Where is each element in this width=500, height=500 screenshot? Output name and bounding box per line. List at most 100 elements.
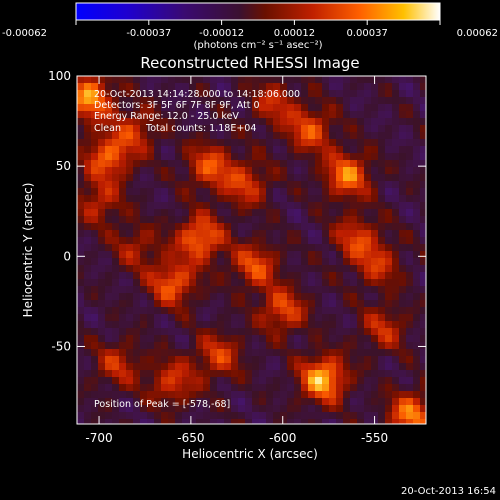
heatmap-cell [378, 216, 386, 224]
heatmap-cell [168, 83, 176, 91]
heatmap-cell [364, 314, 372, 322]
heatmap-cell [259, 363, 267, 371]
heatmap-cell [168, 160, 176, 168]
heatmap-cell [252, 272, 260, 280]
heatmap-cell [266, 321, 274, 329]
heatmap-cell [420, 188, 426, 196]
heatmap-cell [126, 97, 134, 105]
heatmap-cell [224, 118, 232, 126]
heatmap-cell [385, 265, 393, 273]
heatmap-cell [154, 370, 162, 378]
heatmap-cell [294, 398, 302, 406]
colorbar-scale [75, 2, 441, 21]
heatmap-cell [308, 195, 316, 203]
heatmap-cell [105, 419, 113, 424]
heatmap-cell [406, 160, 414, 168]
heatmap-cell [357, 139, 365, 147]
heatmap-cell [189, 146, 197, 154]
heatmap-cell [273, 188, 281, 196]
heatmap-cell [203, 286, 211, 294]
heatmap-cell [308, 244, 316, 252]
heatmap-cell [217, 328, 225, 336]
heatmap-cell [168, 342, 176, 350]
heatmap-cell [182, 398, 190, 406]
heatmap-cell [210, 188, 218, 196]
heatmap-cell [168, 111, 176, 119]
heatmap-cell [175, 307, 183, 315]
heatmap-cell [238, 279, 246, 287]
heatmap-cell [189, 419, 197, 424]
heatmap-cell [378, 335, 386, 343]
heatmap-cell [357, 307, 365, 315]
heatmap-cell [273, 300, 281, 308]
heatmap-cell [203, 405, 211, 413]
heatmap-cell [168, 300, 176, 308]
heatmap-cell [175, 132, 183, 140]
heatmap-cell [147, 363, 155, 371]
heatmap-cell [98, 76, 106, 84]
heatmap-cell [287, 209, 295, 217]
heatmap-cell [154, 167, 162, 175]
heatmap-cell [259, 356, 267, 364]
heatmap-cell [231, 300, 239, 308]
heatmap-cell [406, 83, 414, 91]
heatmap-cell [133, 230, 141, 238]
heatmap-cell [364, 76, 372, 84]
heatmap-cell [301, 160, 309, 168]
heatmap-cell [203, 188, 211, 196]
heatmap-cell [91, 230, 99, 238]
heatmap-cell [280, 244, 288, 252]
heatmap-cell [147, 307, 155, 315]
heatmap-cell [210, 153, 218, 161]
heatmap-cell [273, 97, 281, 105]
heatmap-cell [203, 125, 211, 133]
heatmap-cell [266, 405, 274, 413]
heatmap-cell [224, 405, 232, 413]
heatmap-cell [378, 272, 386, 280]
heatmap-cell [98, 160, 106, 168]
heatmap-cell [413, 356, 421, 364]
heatmap-cell [161, 83, 169, 91]
heatmap-cell [420, 300, 426, 308]
heatmap-cell [140, 209, 148, 217]
heatmap-cell [280, 76, 288, 84]
heatmap-cell [238, 209, 246, 217]
heatmap-cell [182, 223, 190, 231]
heatmap-cell [126, 321, 134, 329]
heatmap-cell [161, 349, 169, 357]
heatmap-cell [119, 223, 127, 231]
heatmap-cell [154, 118, 162, 126]
heatmap-cell [343, 223, 351, 231]
heatmap-cell [273, 146, 281, 154]
heatmap-cell [420, 391, 426, 399]
heatmap-cell [308, 188, 316, 196]
heatmap-cell [280, 391, 288, 399]
heatmap-cell [98, 230, 106, 238]
heatmap-cell [266, 146, 274, 154]
heatmap-cell [98, 90, 106, 98]
heatmap-cell [210, 244, 218, 252]
heatmap-cell [133, 384, 141, 392]
heatmap-cell [98, 405, 106, 413]
heatmap-cell [133, 181, 141, 189]
heatmap-cell [294, 412, 302, 420]
heatmap-cell [343, 251, 351, 259]
heatmap-cell [126, 286, 134, 294]
heatmap-cell [406, 279, 414, 287]
colorbar-tick-label: -0.00012 [199, 28, 244, 39]
heatmap-cell [413, 363, 421, 371]
heatmap-cell [252, 279, 260, 287]
heatmap-cell [84, 181, 92, 189]
heatmap-cell [224, 202, 232, 210]
heatmap-cell [336, 314, 344, 322]
heatmap-cell [301, 412, 309, 420]
heatmap-cell [84, 83, 92, 91]
heatmap-cell [231, 146, 239, 154]
heatmap-cell [140, 181, 148, 189]
heatmap-cell [147, 132, 155, 140]
heatmap-cell [385, 90, 393, 98]
heatmap-cell [350, 251, 358, 259]
heatmap-cell [196, 90, 204, 98]
heatmap-cell [112, 202, 120, 210]
heatmap-cell [399, 412, 407, 420]
